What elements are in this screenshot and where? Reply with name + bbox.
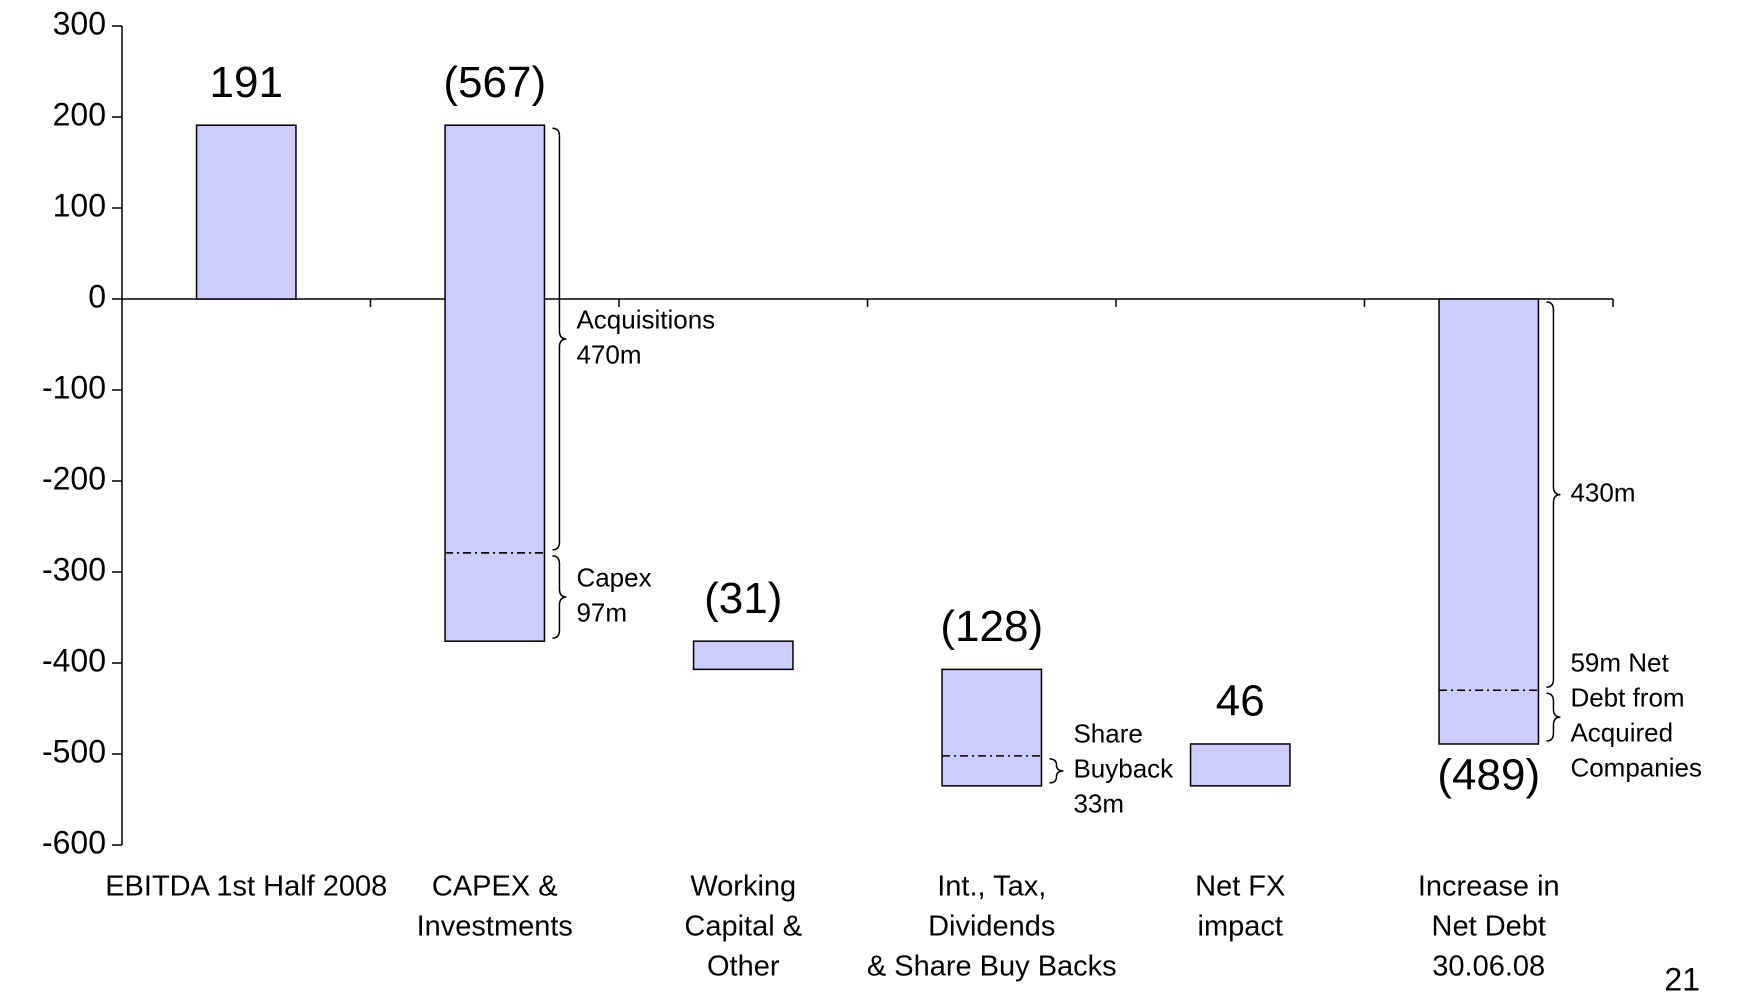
breakdown-label: 59m Net	[1570, 648, 1669, 678]
page-number: 21	[1664, 961, 1700, 997]
x-tick-label: Working	[690, 871, 796, 903]
y-tick-label: -100	[42, 369, 106, 405]
brace	[1546, 301, 1561, 689]
x-tick-label: & Share Buy Backs	[867, 951, 1117, 983]
bar	[1189, 743, 1291, 787]
breakdown-label: Acquired	[1570, 718, 1673, 748]
y-tick-label: 200	[53, 96, 106, 132]
x-tick-label: Other	[707, 951, 780, 983]
breakdown-label: Buyback	[1073, 754, 1174, 784]
y-tick-label: -600	[42, 824, 106, 860]
brace	[1546, 692, 1561, 742]
x-tick-label: EBITDA 1st Half 2008	[105, 871, 387, 903]
y-tick-label: -400	[42, 642, 106, 678]
x-tick-label: Int., Tax,	[937, 871, 1046, 903]
x-tick-label: Net FX	[1195, 871, 1285, 903]
y-tick-label: 100	[53, 187, 106, 223]
value-label: (128)	[940, 602, 1043, 651]
brace	[552, 555, 567, 639]
y-tick-label: -500	[42, 733, 106, 769]
breakdown-label: Companies	[1570, 753, 1702, 783]
value-label: (567)	[443, 58, 546, 107]
x-tick-label: Capital &	[684, 911, 802, 943]
breakdown-label: 470m	[576, 339, 641, 369]
x-tick-label: Dividends	[928, 911, 1055, 943]
x-tick-label: 30.06.08	[1432, 951, 1545, 983]
breakdown-label: Acquisitions	[576, 304, 715, 334]
x-tick-label: Investments	[417, 911, 573, 943]
y-tick-label: -300	[42, 551, 106, 587]
y-tick-label: 300	[53, 5, 106, 41]
bar	[444, 124, 546, 642]
breakdown-label: Share	[1073, 719, 1142, 749]
brace	[552, 127, 567, 551]
x-tick-label: Increase in	[1418, 871, 1560, 903]
breakdown-label: Capex	[576, 562, 651, 592]
value-label: (31)	[704, 574, 782, 623]
x-tick-label: impact	[1198, 911, 1283, 943]
value-label: (489)	[1437, 751, 1540, 800]
value-label: 46	[1216, 677, 1265, 726]
breakdown-label: 430m	[1570, 478, 1635, 508]
y-tick-label: -200	[42, 460, 106, 496]
breakdown-label: Debt from	[1570, 683, 1684, 713]
x-tick-label: Net Debt	[1432, 911, 1546, 943]
y-tick-label: 0	[88, 278, 106, 314]
value-label: 191	[210, 58, 283, 107]
brace	[1049, 758, 1064, 784]
x-tick-label: CAPEX &	[432, 871, 558, 903]
bar	[692, 640, 794, 671]
bar	[941, 668, 1043, 787]
bar	[195, 124, 297, 300]
bar	[1438, 298, 1540, 745]
breakdown-label: 97m	[576, 597, 627, 627]
breakdown-label: 33m	[1073, 789, 1124, 819]
